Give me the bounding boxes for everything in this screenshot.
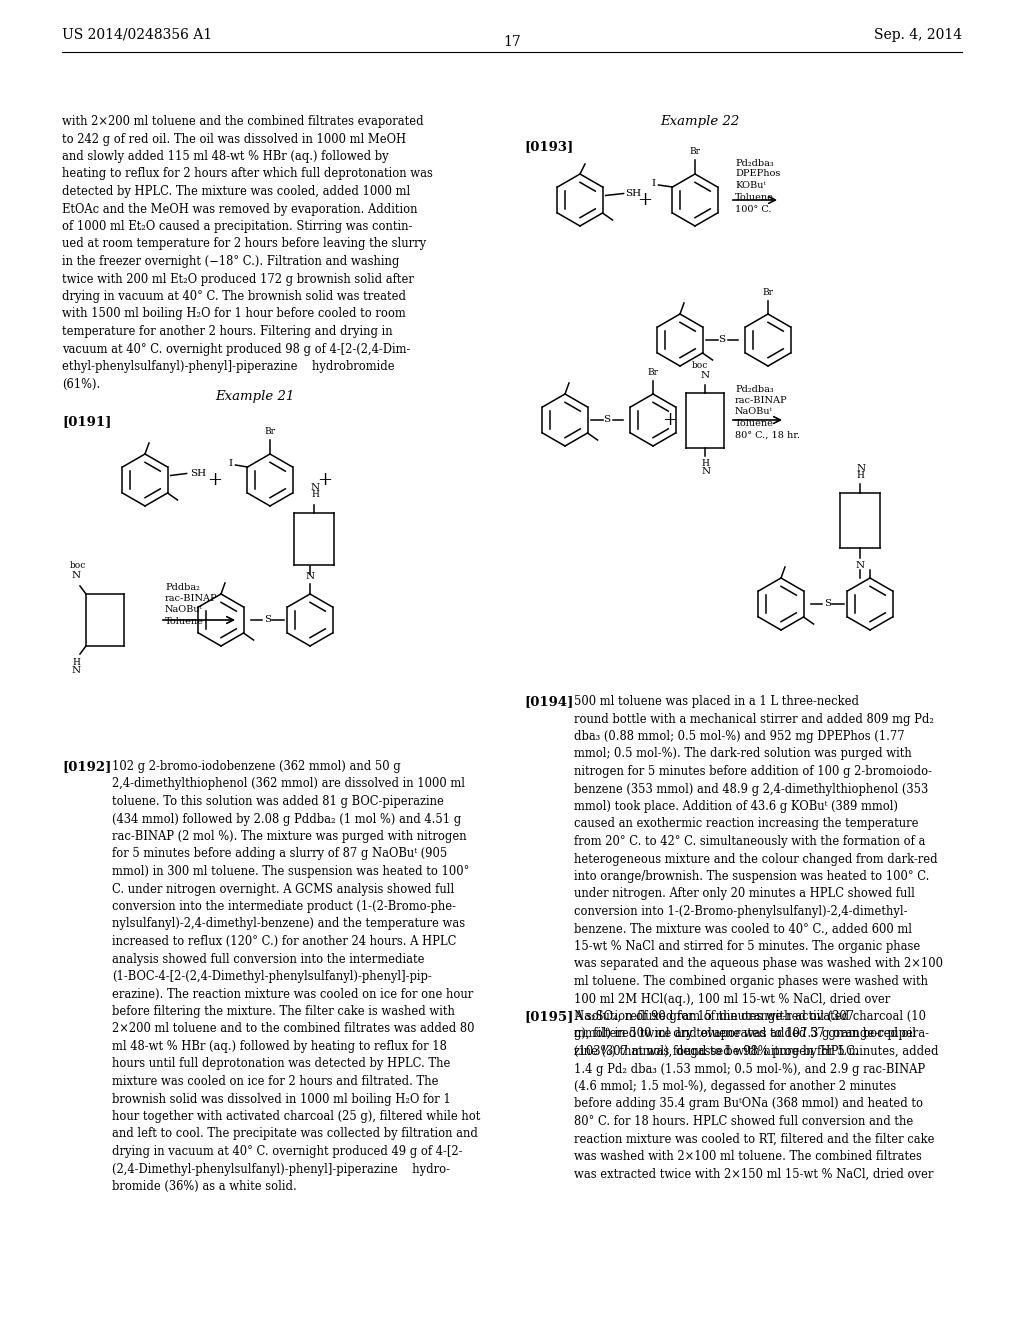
Text: N: N [701, 467, 711, 477]
Text: 80° C., 18 hr.: 80° C., 18 hr. [735, 432, 800, 440]
Text: NaOBuᵗ: NaOBuᵗ [735, 407, 773, 416]
Text: [0194]: [0194] [524, 696, 573, 708]
Text: DPEPhos: DPEPhos [735, 169, 780, 178]
Text: Pd₂dba₃: Pd₂dba₃ [735, 158, 774, 168]
Text: Example 21: Example 21 [215, 389, 295, 403]
Text: Pd₂dba₃: Pd₂dba₃ [735, 385, 774, 393]
Text: Sep. 4, 2014: Sep. 4, 2014 [873, 28, 962, 42]
Text: Br: Br [763, 288, 773, 297]
Text: N: N [700, 371, 710, 380]
Text: 102 g 2-bromo-iodobenzene (362 mmol) and 50 g
2,4-dimethylthiophenol (362 mmol) : 102 g 2-bromo-iodobenzene (362 mmol) and… [112, 760, 480, 1193]
Text: boc: boc [692, 362, 709, 371]
Text: S: S [603, 416, 610, 425]
Text: S: S [264, 615, 271, 624]
Text: N: N [856, 465, 865, 473]
Text: SH: SH [190, 469, 207, 478]
Text: 100° C.: 100° C. [735, 205, 771, 214]
Text: A solution of 90 gram of the orange-red oil (307
mmol) in 500 ml dry toluene was: A solution of 90 gram of the orange-red … [574, 1010, 939, 1180]
Text: S: S [719, 335, 726, 345]
Text: [0193]: [0193] [524, 140, 573, 153]
Text: Br: Br [689, 147, 700, 156]
Text: SH: SH [626, 189, 642, 198]
Text: Toluene: Toluene [735, 418, 774, 428]
Text: 17: 17 [503, 36, 521, 49]
Text: Toluene: Toluene [735, 193, 774, 202]
Text: H: H [701, 459, 709, 469]
Text: H: H [311, 490, 318, 499]
Text: I: I [651, 180, 655, 189]
Text: [0195]: [0195] [524, 1010, 573, 1023]
Text: I: I [228, 459, 232, 469]
Text: N: N [72, 572, 81, 579]
Text: NaOBuᵗ: NaOBuᵗ [165, 605, 203, 614]
Text: US 2014/0248356 A1: US 2014/0248356 A1 [62, 28, 212, 42]
Text: +: + [208, 471, 222, 488]
Text: N: N [72, 667, 81, 675]
Text: Pddba₂: Pddba₂ [165, 583, 200, 591]
Text: [0192]: [0192] [62, 760, 112, 774]
Text: 500 ml toluene was placed in a 1 L three-necked
round bottle with a mechanical s: 500 ml toluene was placed in a 1 L three… [574, 696, 943, 1059]
Text: N: N [855, 561, 864, 570]
Text: rac-BINAP: rac-BINAP [735, 396, 787, 405]
Text: N: N [305, 572, 314, 581]
Text: Br: Br [647, 368, 658, 378]
Text: Example 22: Example 22 [660, 115, 739, 128]
Text: +: + [663, 411, 678, 429]
Text: +: + [317, 471, 333, 488]
Text: H: H [72, 657, 80, 667]
Text: N: N [310, 483, 319, 492]
Text: rac-BINAP: rac-BINAP [165, 594, 218, 603]
Text: +: + [638, 191, 652, 209]
Text: boc: boc [70, 561, 86, 570]
Text: [0191]: [0191] [62, 414, 112, 428]
Text: KOBuᵗ: KOBuᵗ [735, 181, 766, 190]
Text: H: H [856, 471, 864, 480]
Text: S: S [824, 599, 831, 609]
Text: with 2×200 ml toluene and the combined filtrates evaporated
to 242 g of red oil.: with 2×200 ml toluene and the combined f… [62, 115, 433, 391]
Text: Toluene: Toluene [165, 616, 204, 626]
Text: Br: Br [264, 426, 275, 436]
